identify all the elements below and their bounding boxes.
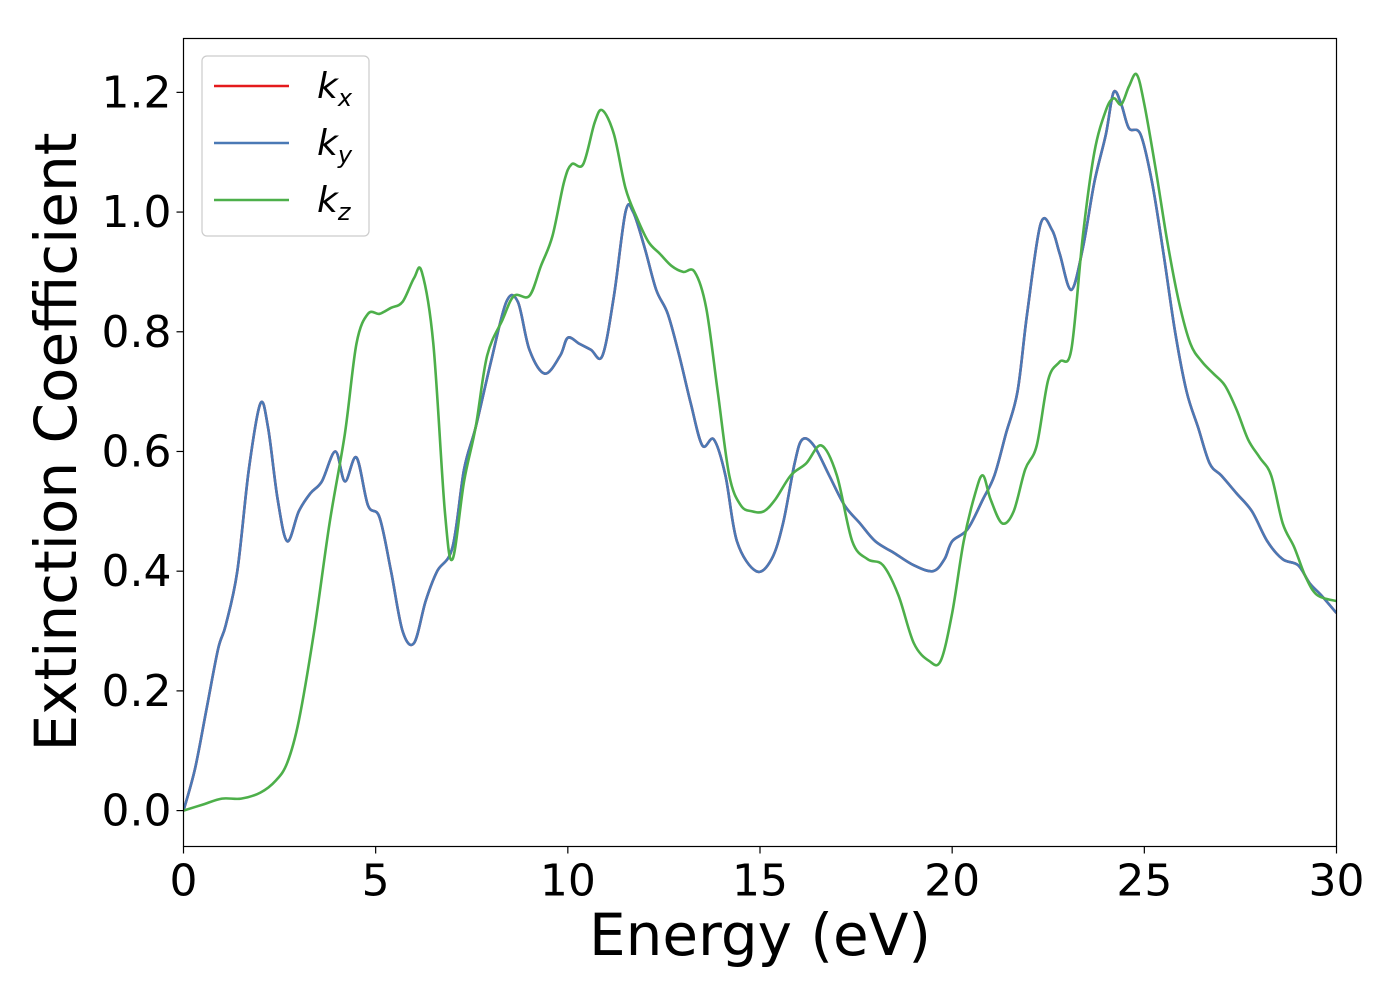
y-tick-label: 0.8 <box>102 307 172 358</box>
x-tick-label: 25 <box>1116 856 1172 907</box>
y-tick-label: 0.0 <box>102 786 172 837</box>
y-tick-label: 0.2 <box>102 666 172 717</box>
x-tick-label: 20 <box>924 856 980 907</box>
legend-label-y: ky <box>317 123 353 169</box>
legend-label-z: kz <box>317 180 352 226</box>
x-tick-label: 5 <box>362 856 390 907</box>
y-tick-label: 1.0 <box>102 187 172 238</box>
series-line-z <box>183 72 1337 812</box>
ticks-layer: 0 5 10 15 20 25 30 0.0 0.2 0.4 0.6 0.8 1.0 1.2 <box>102 67 1365 906</box>
legend: kx ky kz <box>201 55 370 237</box>
x-tick-label: 10 <box>540 856 596 907</box>
y-axis-label: Extinction Coefficient <box>22 133 90 752</box>
series-layer <box>183 72 1337 812</box>
x-tick-label: 0 <box>170 856 198 907</box>
legend-label-x: kx <box>317 66 353 112</box>
y-tick-label: 0.6 <box>102 426 172 477</box>
y-tick-label: 0.4 <box>102 546 172 597</box>
legend-box <box>201 55 370 237</box>
x-axis-label: Energy (eV) <box>589 901 931 969</box>
series-line-y <box>183 89 1337 811</box>
y-tick-label: 1.2 <box>102 67 172 118</box>
x-tick-label: 30 <box>1309 856 1365 907</box>
x-tick-label: 15 <box>732 856 788 907</box>
